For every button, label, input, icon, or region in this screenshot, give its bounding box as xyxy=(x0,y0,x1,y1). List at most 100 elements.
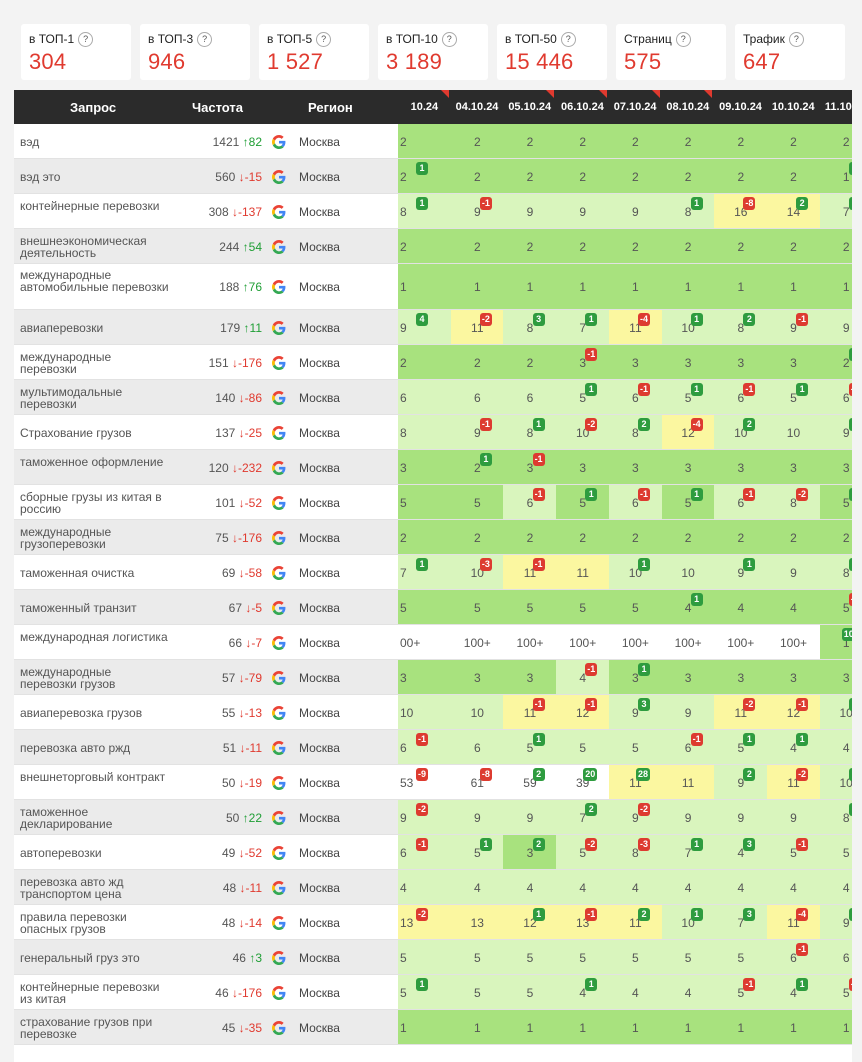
position-cell[interactable]: 21 xyxy=(819,345,852,379)
position-cell[interactable]: 4 xyxy=(398,870,452,904)
position-cell[interactable]: 6 xyxy=(819,940,852,974)
position-cell[interactable]: 100+ xyxy=(450,625,504,659)
position-cell[interactable]: 5 xyxy=(819,835,852,869)
position-cell[interactable]: 5 xyxy=(450,975,504,1009)
position-cell[interactable]: 4 xyxy=(608,870,662,904)
position-cell[interactable]: 4 xyxy=(450,870,504,904)
position-cell[interactable]: 13 xyxy=(450,905,504,939)
position-cell[interactable]: 1 xyxy=(661,264,715,309)
position-cell[interactable]: 9 xyxy=(503,800,557,834)
position-cell[interactable]: 11 -2 xyxy=(450,310,504,344)
date-column-header[interactable]: 05.10.24 xyxy=(508,101,552,113)
position-cell[interactable]: 9 xyxy=(661,800,715,834)
position-cell[interactable]: 12 -4 xyxy=(661,415,715,449)
position-cell[interactable]: 5-1 xyxy=(819,590,852,624)
position-cell[interactable]: 100+ xyxy=(556,625,610,659)
position-cell[interactable]: 2 xyxy=(661,124,715,158)
position-cell[interactable]: 2 xyxy=(714,159,768,193)
position-cell[interactable]: 2 xyxy=(608,124,662,158)
table-row[interactable]: правила перевозки опасных грузов 48 ↓-14 М… xyxy=(14,905,852,940)
position-cell[interactable]: 4 xyxy=(714,870,768,904)
position-cell[interactable]: 5 xyxy=(503,975,557,1009)
position-cell[interactable]: 1 xyxy=(503,264,557,309)
position-cell[interactable]: 5 xyxy=(714,940,768,974)
position-cell[interactable]: 6-1 xyxy=(661,730,715,764)
help-icon[interactable]: ? xyxy=(675,32,691,47)
keyword-text[interactable]: авиаперевозки xyxy=(20,320,104,335)
position-cell[interactable]: 5 xyxy=(661,940,715,974)
table-row[interactable]: сборные грузы из китая в россию 101 ↓-52 М… xyxy=(14,485,852,520)
position-cell[interactable]: 9 xyxy=(766,800,821,834)
position-cell[interactable]: 2 xyxy=(503,159,557,193)
table-row[interactable]: международные перевозки грузов 57 ↓-79 Мос… xyxy=(14,660,852,695)
position-cell[interactable]: 2 xyxy=(503,520,557,554)
position-cell[interactable]: 4 xyxy=(556,870,610,904)
table-row[interactable]: автоперевозки 49 ↓-52 Москва 6 -1 5 1 3 2 5 -2 8 -3 7… xyxy=(14,835,852,870)
position-cell[interactable]: 10 xyxy=(450,695,504,729)
position-cell[interactable]: 77 xyxy=(819,194,852,228)
position-cell[interactable]: 3 xyxy=(714,345,768,379)
position-cell[interactable]: 4 xyxy=(819,870,852,904)
position-cell[interactable]: 6 xyxy=(503,380,557,414)
position-cell[interactable]: 2 xyxy=(450,124,504,158)
keyword-text[interactable]: международная логистика xyxy=(20,629,168,644)
position-cell[interactable]: 2 xyxy=(608,229,662,263)
position-cell[interactable]: 1 xyxy=(450,1010,504,1044)
position-cell[interactable]: 3 xyxy=(398,660,452,694)
position-cell[interactable]: 3 xyxy=(398,450,452,484)
keyword-text[interactable]: перевозка авто ржд xyxy=(20,740,131,755)
position-cell[interactable]: 5-1 xyxy=(714,975,768,1009)
position-cell[interactable]: 1 xyxy=(450,264,504,309)
position-cell[interactable]: 13 -1 xyxy=(556,905,610,939)
position-cell[interactable]: 100+ xyxy=(503,625,557,659)
position-cell[interactable]: 91 xyxy=(819,415,852,449)
position-cell[interactable]: 6-1 xyxy=(608,380,662,414)
position-cell[interactable]: 1 xyxy=(714,264,768,309)
position-cell[interactable]: 3 xyxy=(503,660,557,694)
help-icon[interactable]: ? xyxy=(197,32,213,47)
position-cell[interactable]: 3 xyxy=(661,660,715,694)
position-cell[interactable]: 2 xyxy=(714,124,768,158)
position-cell[interactable]: 5 -2 xyxy=(556,835,610,869)
position-cell[interactable]: 9 xyxy=(450,800,504,834)
position-cell[interactable]: 11 -2 xyxy=(766,765,821,799)
position-cell[interactable]: 3 xyxy=(608,345,662,379)
position-cell[interactable]: 5 xyxy=(556,730,610,764)
position-cell[interactable]: 2 xyxy=(766,159,821,193)
position-cell[interactable]: 12 1 xyxy=(503,905,557,939)
position-cell[interactable]: 5 xyxy=(503,590,557,624)
position-cell[interactable]: 11 -4 xyxy=(608,310,662,344)
position-cell[interactable]: 1 xyxy=(661,1010,715,1044)
position-cell[interactable]: 11 -2 xyxy=(714,695,768,729)
position-cell[interactable]: 2 xyxy=(766,520,821,554)
table-row[interactable]: генеральный груз это 46 ↑3 Москва 5 5 5 5 5 5 5 6-… xyxy=(14,940,852,975)
keyword-text[interactable]: таможенный транзит xyxy=(20,600,137,615)
position-cell[interactable]: 2 xyxy=(398,520,452,554)
position-cell[interactable]: 5 xyxy=(450,590,504,624)
date-column-header[interactable]: 11.10.24 xyxy=(824,101,852,113)
position-cell[interactable]: 13 -2 xyxy=(398,905,452,939)
date-column-header[interactable]: 10.24 xyxy=(410,101,439,113)
date-column-header[interactable]: 06.10.24 xyxy=(561,101,604,113)
position-cell[interactable]: 2 xyxy=(398,345,452,379)
position-cell[interactable]: 3 xyxy=(661,450,715,484)
position-cell[interactable]: 5 xyxy=(556,590,610,624)
position-cell[interactable]: 6-1 xyxy=(398,835,452,869)
table-row[interactable]: страхование грузов при перевозке 45 ↓-35 М… xyxy=(14,1010,852,1045)
keyword-text[interactable]: внешнеторговый контракт xyxy=(20,769,166,784)
position-cell[interactable]: 3 xyxy=(556,450,610,484)
keyword-text[interactable]: международные автомобильные перевозки xyxy=(20,268,169,294)
position-cell[interactable]: 11 xyxy=(819,159,852,193)
position-cell[interactable]: 5 xyxy=(556,940,610,974)
position-cell[interactable]: 9 xyxy=(819,310,852,344)
table-row[interactable]: авиаперевозка грузов 55 ↓-13 Москва 10 10 11-… xyxy=(14,695,852,730)
